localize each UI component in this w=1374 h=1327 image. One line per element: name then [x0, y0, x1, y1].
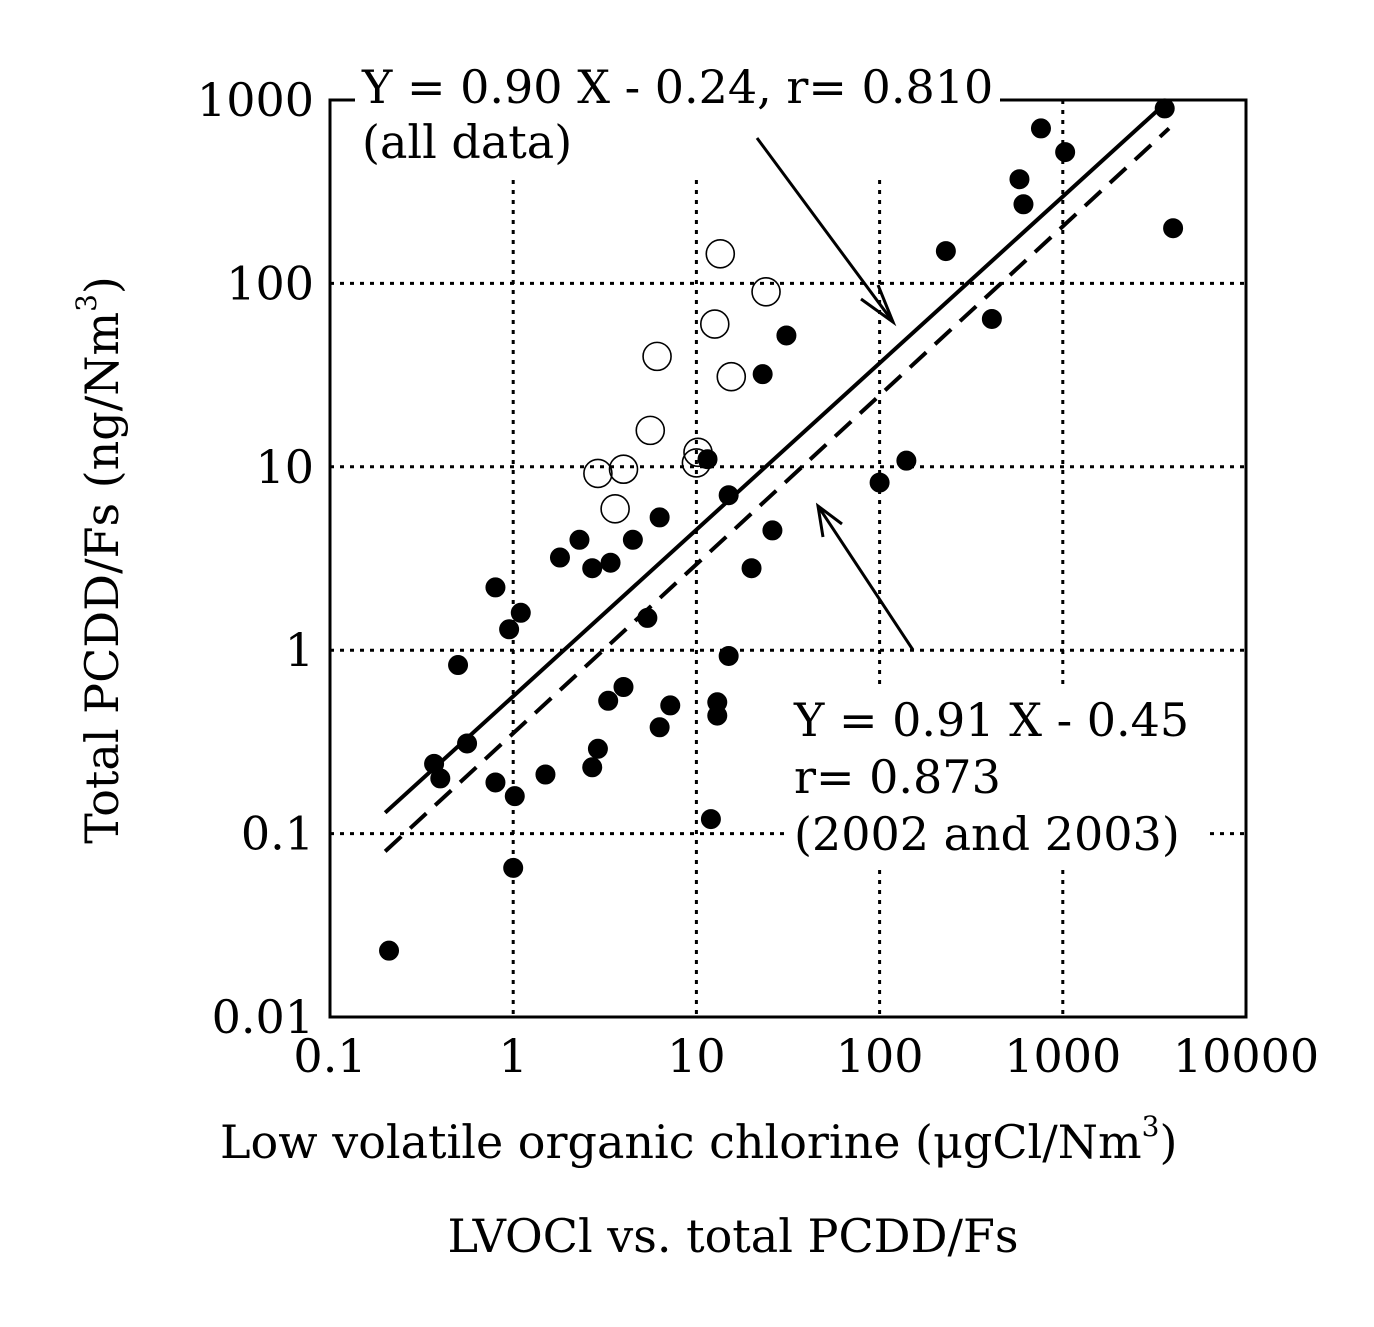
filled-data-point: [622, 529, 643, 550]
filled-data-point: [649, 507, 670, 528]
filled-data-point: [549, 547, 570, 568]
filled-data-point: [718, 485, 739, 506]
filled-data-point: [752, 364, 773, 385]
arrow-2002-2003: [815, 502, 915, 651]
filled-data-point: [582, 757, 603, 778]
filled-data-point: [485, 577, 506, 598]
open-data-point: [635, 415, 666, 446]
x-tick-label: 10000: [1173, 1029, 1319, 1083]
filled-data-point: [598, 690, 619, 711]
x-tick-label: 1000: [1004, 1029, 1121, 1083]
filled-data-point: [700, 809, 721, 830]
arrow-all-data: [755, 137, 897, 327]
filled-data-point: [649, 717, 670, 738]
x-tick-label: 0.1: [293, 1029, 366, 1083]
open-data-point: [699, 309, 730, 339]
open-data-point: [642, 341, 672, 372]
open-data-point: [716, 361, 747, 392]
x-tick-label: 10: [667, 1029, 726, 1083]
filled-data-point: [1009, 169, 1030, 190]
filled-data-point: [935, 241, 956, 262]
filled-data-point: [660, 695, 681, 716]
filled-data-point: [637, 607, 658, 628]
filled-data-point: [587, 738, 608, 759]
y-tick-label: 100: [226, 256, 314, 310]
filled-data-point: [707, 705, 728, 726]
filled-data-point: [896, 450, 917, 471]
filled-data-point: [1055, 142, 1076, 163]
open-data-point: [681, 448, 712, 478]
x-axis-label: Low volatile organic chlorine (μgCl/Nm3): [220, 1110, 1177, 1169]
y-tick-label: 0.1: [241, 807, 314, 861]
equation-all-backing: [355, 60, 1000, 175]
x-tick-label: 1: [499, 1029, 528, 1083]
filled-data-point: [503, 857, 524, 878]
filled-data-point: [457, 733, 478, 754]
open-data-point: [600, 494, 630, 524]
filled-data-point: [613, 677, 634, 698]
open-data-point: [705, 239, 736, 269]
filled-data-point: [430, 768, 451, 789]
x-tick-label: 100: [836, 1029, 924, 1083]
filled-data-point: [776, 325, 797, 346]
filled-data-point: [718, 645, 739, 666]
filled-data-point: [1154, 98, 1175, 119]
filled-data-point: [981, 308, 1002, 329]
filled-data-point: [510, 602, 531, 623]
filled-data-point: [485, 772, 506, 793]
grid-lines: [330, 100, 1246, 1017]
y-tick-label: 10: [255, 440, 314, 494]
filled-data-point: [582, 558, 603, 579]
filled-data-point: [1163, 218, 1184, 239]
fit-lines: [383, 98, 1171, 853]
filled-data-point: [569, 529, 590, 550]
filled-data-point: [741, 558, 762, 579]
data-points: [379, 98, 1184, 961]
open-data-point: [683, 437, 713, 468]
equation-2002-backing: [788, 688, 1208, 866]
equation-2002-2003-r: r= 0.873: [794, 750, 1001, 804]
y-tick-label: 1: [285, 623, 314, 677]
filled-data-point: [869, 472, 890, 493]
equation-all-data-note: (all data): [362, 115, 572, 169]
equation-2002-2003-note: (2002 and 2003): [794, 807, 1180, 861]
open-data-point: [608, 454, 639, 485]
open-data-point: [583, 458, 613, 489]
y-axis-label: Total PCDD/Fs (ng/Nm3): [70, 276, 129, 844]
filled-data-point: [1013, 194, 1034, 215]
figure-caption: LVOCl vs. total PCDD/Fs: [448, 1209, 1019, 1263]
filled-data-point: [379, 940, 400, 961]
filled-data-point: [535, 764, 556, 785]
filled-data-point: [1030, 118, 1051, 139]
y-tick-label: 0.01: [212, 990, 314, 1044]
filled-data-point: [499, 619, 520, 640]
fit-line-all-data: [383, 98, 1171, 815]
filled-data-point: [600, 552, 621, 573]
filled-data-point: [504, 786, 525, 807]
equation-all-data: Y = 0.90 X - 0.24, r= 0.810: [361, 60, 993, 114]
equation-2002-2003: Y = 0.91 X - 0.45: [793, 693, 1189, 747]
plot-frame: [328, 98, 1248, 1019]
y-tick-label: 1000: [197, 73, 314, 127]
open-data-point: [751, 276, 781, 307]
fit-line-2002-2003: [383, 126, 1171, 853]
filled-data-point: [762, 520, 783, 541]
filled-data-point: [448, 655, 469, 676]
